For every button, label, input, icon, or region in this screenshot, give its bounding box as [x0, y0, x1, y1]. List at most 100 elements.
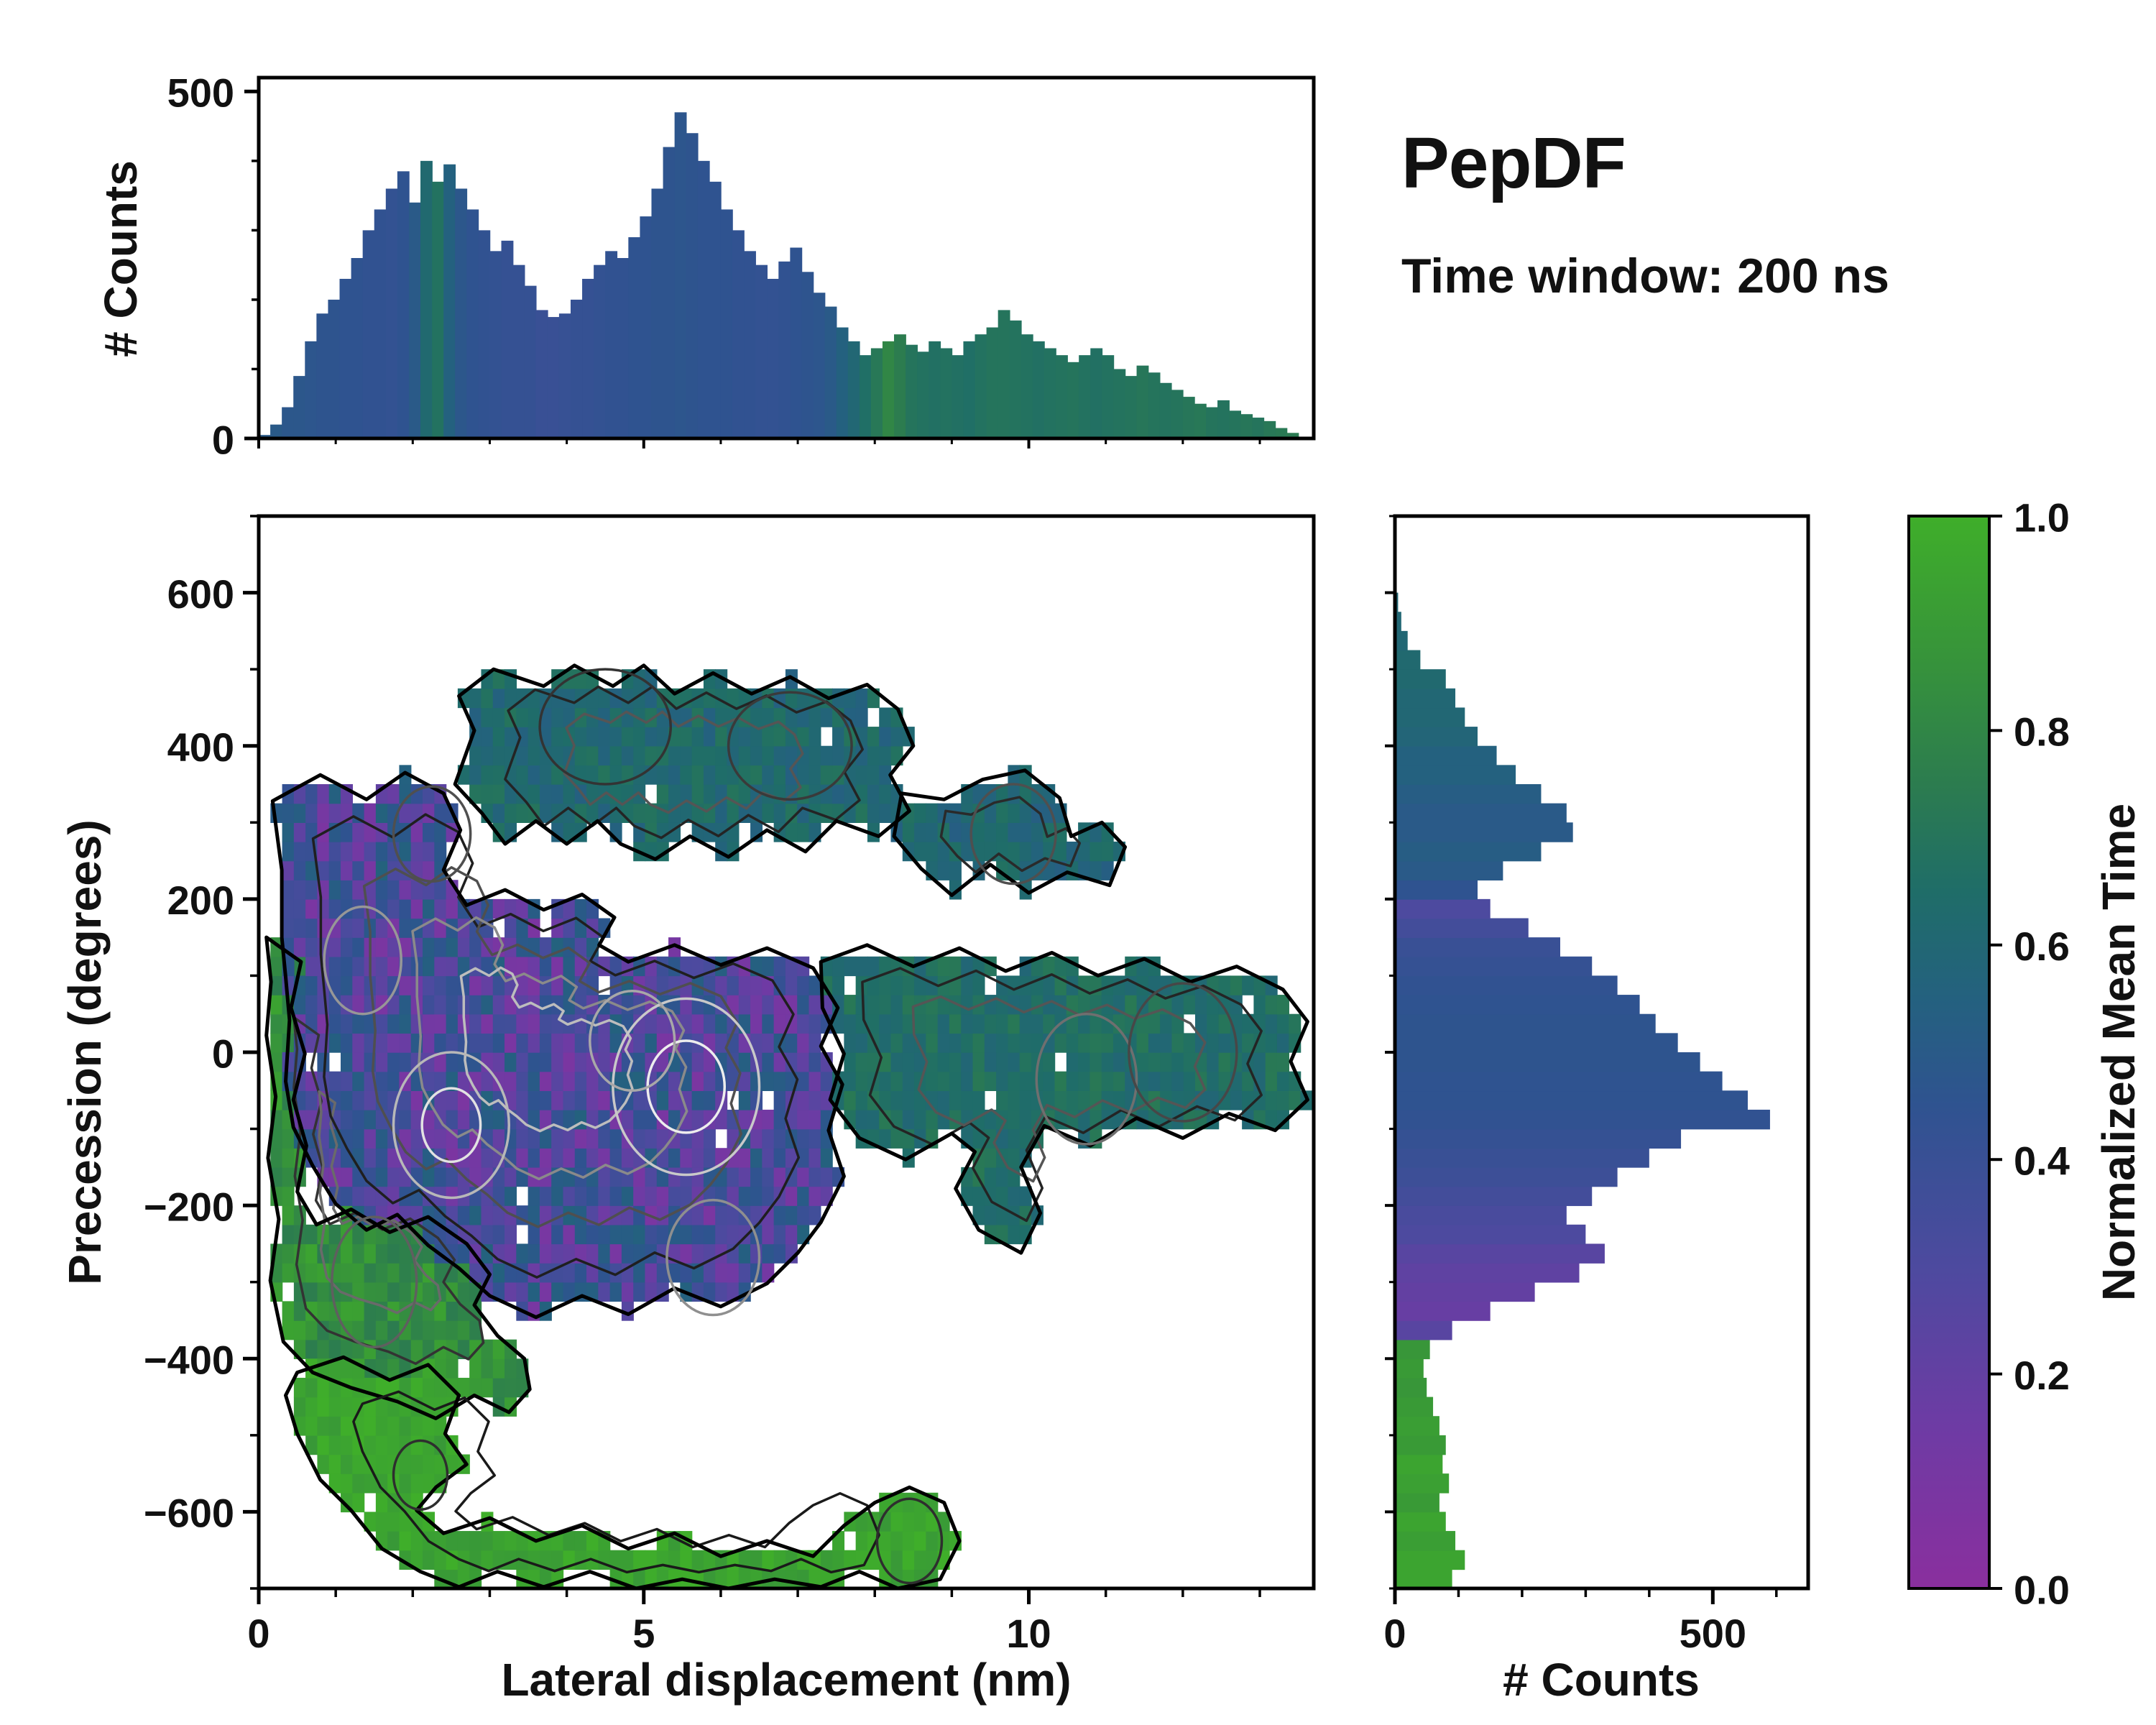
histogram-bar	[1395, 1109, 1770, 1130]
inner-contour	[362, 866, 743, 1228]
histogram-bar	[975, 334, 987, 438]
peak-contour	[1128, 982, 1238, 1123]
histogram-bar	[628, 237, 641, 438]
histogram-bar	[1395, 1071, 1723, 1092]
tick-label: 0	[247, 1611, 270, 1656]
histogram-bar	[328, 299, 341, 438]
histogram-bar	[1395, 1205, 1567, 1225]
inner-contour	[939, 796, 1082, 874]
histogram-bar	[547, 317, 560, 438]
peak-contour	[665, 1198, 761, 1317]
histogram-bar	[582, 278, 594, 438]
histogram-bar	[570, 299, 583, 438]
histogram-bar	[906, 344, 918, 438]
tick-label: 200	[167, 878, 234, 923]
inner-contour	[504, 685, 864, 840]
histogram-bar	[558, 313, 571, 438]
axes: 0 5 10 −600 −400 −200 0 200 400 600 0 500 0 500	[144, 70, 1810, 1656]
histogram-bar	[1395, 1128, 1682, 1149]
histogram-bar	[1395, 688, 1456, 709]
histogram-bar	[1171, 390, 1184, 438]
peak-contour	[392, 1051, 510, 1200]
histogram-bar	[686, 133, 699, 438]
axis-spine	[257, 75, 1316, 441]
histogram-bar	[894, 334, 906, 438]
histogram-bar	[1079, 355, 1092, 438]
tick-label: 10	[1006, 1611, 1051, 1656]
tick-label: 400	[167, 724, 234, 770]
outer-contour	[270, 770, 846, 1320]
inner-contour	[459, 966, 634, 1133]
tick-label: 0	[212, 1031, 234, 1076]
tick-label: 5	[632, 1611, 655, 1656]
histogram-bar	[270, 424, 282, 438]
main-heatmap	[270, 669, 1313, 1589]
histogram-bar	[998, 310, 1010, 438]
histogram-bar	[524, 285, 537, 438]
histogram-bar	[1240, 414, 1253, 438]
histogram-bar	[489, 251, 502, 438]
inner-contour	[563, 710, 804, 814]
histogram-bar	[1395, 1512, 1446, 1532]
histogram-bar	[1395, 995, 1640, 1015]
outer-contour	[264, 935, 532, 1420]
histogram-bar	[801, 272, 814, 438]
histogram-bar	[1275, 428, 1288, 438]
outer-contour	[819, 943, 1309, 1255]
heatmap-region-right-arm	[820, 956, 1313, 1245]
tick-label: −400	[144, 1338, 234, 1383]
histogram-bar	[1044, 348, 1056, 438]
histogram-bar	[1395, 1243, 1605, 1264]
histogram-bar	[1217, 400, 1230, 438]
peak-contour	[323, 905, 402, 1016]
right-hist-xlabel: # Counts	[1503, 1654, 1700, 1706]
histogram-bar	[1395, 1492, 1439, 1513]
tick-label: 500	[1680, 1611, 1746, 1656]
histogram-bar	[501, 240, 514, 438]
histogram-bar	[617, 258, 630, 438]
histogram-bar	[1090, 348, 1103, 438]
top-histogram	[259, 112, 1299, 439]
histogram-bar	[1395, 1435, 1446, 1455]
histogram-bar	[1395, 1416, 1439, 1436]
histogram-bar	[1395, 1013, 1656, 1034]
histogram-bar	[1136, 365, 1149, 438]
histogram-bar	[663, 147, 676, 439]
histogram-bar	[651, 188, 664, 438]
histogram-bar	[1194, 403, 1207, 438]
histogram-bar	[1159, 382, 1172, 438]
histogram-bar	[478, 230, 491, 438]
histogram-bar	[1113, 369, 1126, 438]
outer-contour	[453, 663, 916, 861]
peak-contour	[969, 783, 1057, 886]
histogram-bar	[316, 313, 329, 438]
histogram-bar	[1286, 433, 1299, 438]
histogram-bar	[1205, 407, 1218, 438]
histogram-bar	[1395, 1377, 1427, 1398]
histogram-bar	[963, 341, 976, 438]
histogram-bar	[870, 348, 883, 438]
peak-contour	[420, 1087, 482, 1164]
histogram-bar	[1395, 1033, 1678, 1053]
histogram-bar	[1395, 1148, 1649, 1168]
histogram-bar	[824, 306, 837, 438]
histogram-bar	[362, 230, 375, 438]
peak-contour	[331, 1215, 418, 1349]
histogram-bar	[1395, 803, 1567, 824]
peak-contour	[392, 1439, 449, 1511]
outer-contour	[892, 768, 1127, 897]
histogram-bar	[917, 351, 930, 438]
histogram-bar	[709, 181, 722, 439]
peak-contour	[538, 668, 673, 786]
histogram-bar	[1395, 1397, 1434, 1417]
histogram-bar	[1395, 1454, 1443, 1474]
histogram-bar	[432, 181, 444, 439]
histogram-bar	[1395, 880, 1478, 900]
histogram-bar	[293, 376, 306, 438]
tick-label: 0	[1383, 1611, 1406, 1656]
tick-label: 600	[167, 571, 234, 617]
peak-contour	[392, 785, 472, 883]
histogram-bar	[1182, 397, 1195, 438]
histogram-bar	[1395, 1052, 1700, 1072]
